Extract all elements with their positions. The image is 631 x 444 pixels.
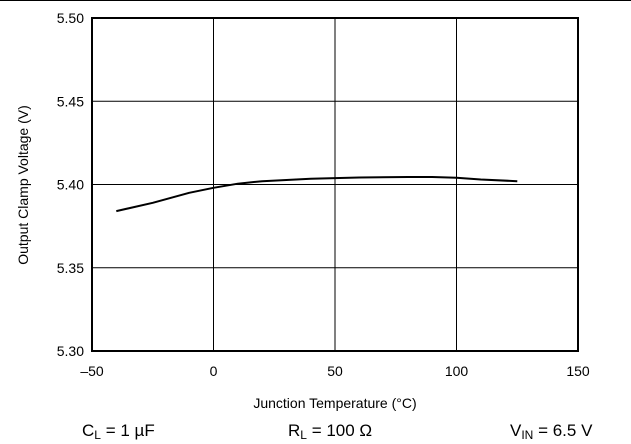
top-rule [0,0,631,1]
y-tick-label: 5.35 [57,260,84,276]
plot-area [116,176,518,213]
condition-vin: VIN = 6.5 V [510,421,593,442]
series-line [116,176,518,213]
y-tick-label: 5.40 [57,177,84,193]
x-tick-label: 150 [566,363,590,379]
tick-labels: –50 0 50 100 150 5.30 5.35 5.40 5.45 5.50 [57,10,590,379]
line-chart: –50 0 50 100 150 5.30 5.35 5.40 5.45 5.50 Junctio… [15,10,590,411]
x-tick-label: 100 [445,363,469,379]
y-tick-label: 5.50 [57,10,84,26]
plot-frame [91,17,579,352]
y-tick-label: 5.45 [57,93,84,109]
x-tick-label: 50 [327,363,343,379]
y-tick-label: 5.30 [57,343,84,359]
x-axis-label: Junction Temperature (°C) [253,395,416,411]
grid-lines [91,17,579,352]
condition-rl: RL = 100 Ω [288,421,373,442]
x-tick-label: –50 [80,363,104,379]
y-axis-label: Output Clamp Voltage (V) [15,105,31,265]
x-tick-label: 0 [210,363,218,379]
condition-cl: CL = 1 µF [82,421,155,442]
